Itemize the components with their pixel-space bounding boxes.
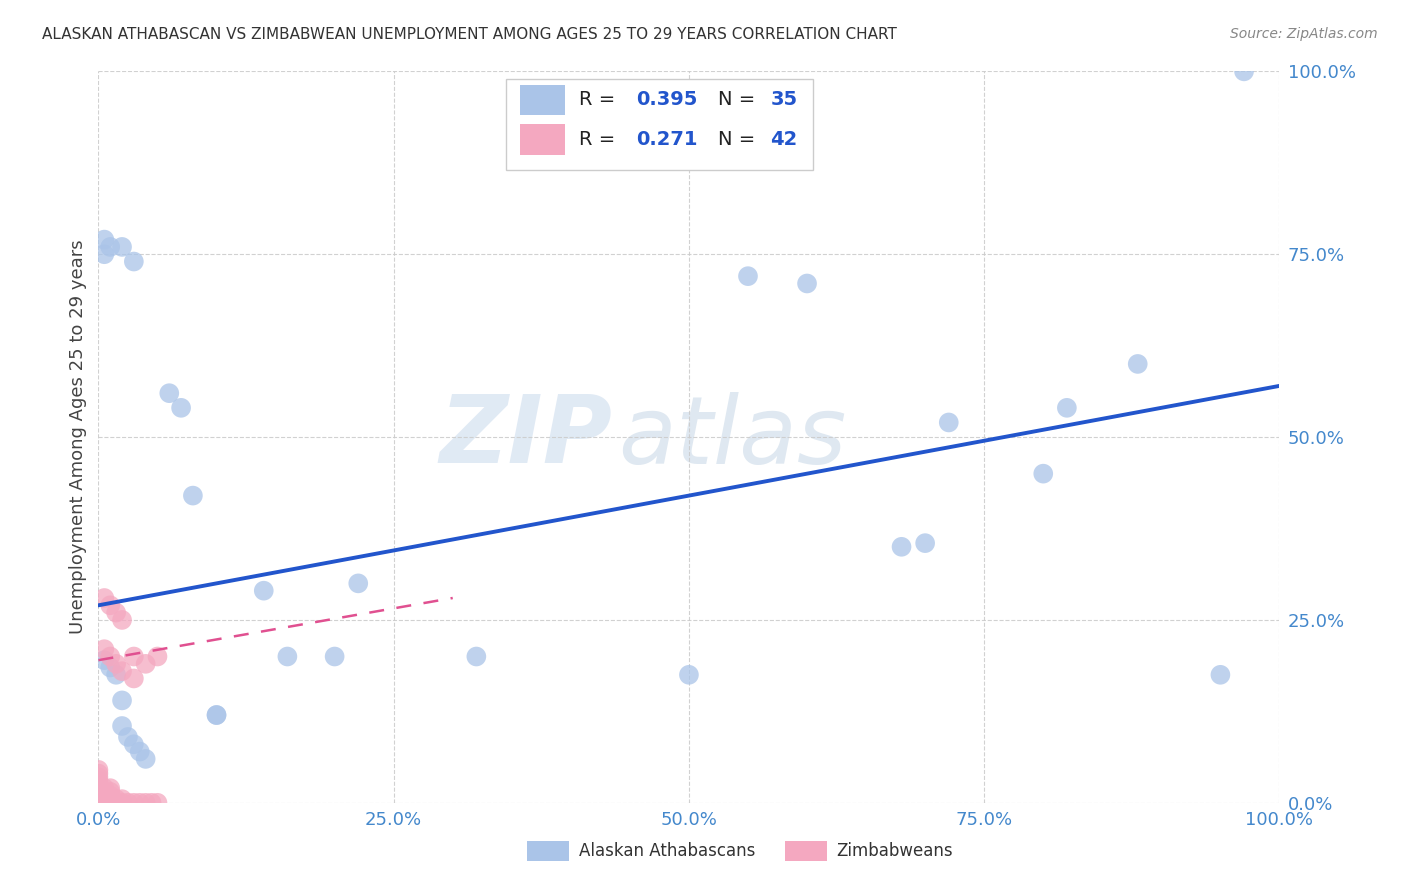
- Point: [135, 657, 157, 671]
- Point: [938, 416, 960, 430]
- Point: [105, 667, 128, 681]
- Point: [146, 649, 169, 664]
- Point: [93, 781, 115, 796]
- Text: R =: R =: [579, 130, 621, 149]
- Point: [128, 745, 150, 759]
- Point: [737, 269, 759, 284]
- Point: [135, 752, 157, 766]
- Point: [111, 796, 134, 810]
- Point: [111, 693, 134, 707]
- Point: [205, 708, 228, 723]
- Point: [111, 240, 134, 254]
- Point: [111, 613, 134, 627]
- Point: [122, 254, 145, 268]
- Point: [87, 773, 110, 788]
- Point: [914, 536, 936, 550]
- FancyBboxPatch shape: [506, 78, 813, 170]
- Point: [135, 796, 157, 810]
- Point: [93, 233, 115, 247]
- Text: N =: N =: [718, 90, 762, 110]
- Point: [87, 763, 110, 777]
- Text: R =: R =: [579, 90, 621, 110]
- Point: [93, 591, 115, 605]
- Point: [98, 781, 121, 796]
- Point: [105, 792, 128, 806]
- Point: [141, 796, 163, 810]
- Point: [98, 660, 121, 674]
- Point: [98, 599, 121, 613]
- Point: [93, 642, 115, 657]
- Point: [253, 583, 276, 598]
- Text: N =: N =: [718, 130, 762, 149]
- Text: 42: 42: [770, 130, 797, 149]
- Point: [87, 789, 110, 803]
- Point: [796, 277, 818, 291]
- Text: Source: ZipAtlas.com: Source: ZipAtlas.com: [1230, 27, 1378, 41]
- Point: [105, 657, 128, 671]
- Point: [87, 796, 110, 810]
- Point: [181, 489, 204, 503]
- Text: 0.395: 0.395: [636, 90, 697, 110]
- Point: [323, 649, 346, 664]
- Point: [276, 649, 298, 664]
- Text: 0.271: 0.271: [636, 130, 697, 149]
- Point: [122, 672, 145, 686]
- Point: [122, 737, 145, 751]
- Point: [105, 796, 128, 810]
- Point: [465, 649, 488, 664]
- FancyBboxPatch shape: [520, 124, 565, 154]
- Point: [205, 708, 228, 723]
- Point: [98, 792, 121, 806]
- Point: [157, 386, 180, 401]
- Point: [87, 781, 110, 796]
- Point: [98, 796, 121, 810]
- Point: [1032, 467, 1054, 481]
- Point: [678, 667, 700, 681]
- Point: [87, 785, 110, 799]
- Point: [122, 649, 145, 664]
- Point: [93, 247, 115, 261]
- Point: [146, 796, 169, 810]
- Point: [87, 778, 110, 792]
- Point: [93, 796, 115, 810]
- Text: Zimbabweans: Zimbabweans: [837, 842, 953, 860]
- Point: [87, 770, 110, 784]
- Point: [93, 792, 115, 806]
- Text: ZIP: ZIP: [439, 391, 612, 483]
- Point: [128, 796, 150, 810]
- Point: [93, 653, 115, 667]
- FancyBboxPatch shape: [520, 85, 565, 115]
- Point: [1056, 401, 1078, 415]
- Point: [98, 649, 121, 664]
- Point: [347, 576, 370, 591]
- Point: [87, 792, 110, 806]
- Point: [111, 792, 134, 806]
- Text: 35: 35: [770, 90, 797, 110]
- Point: [1233, 64, 1256, 78]
- Point: [117, 730, 139, 744]
- Point: [93, 785, 115, 799]
- Point: [122, 796, 145, 810]
- Point: [170, 401, 193, 415]
- Point: [1209, 667, 1232, 681]
- Point: [111, 719, 134, 733]
- Point: [117, 796, 139, 810]
- Text: ALASKAN ATHABASCAN VS ZIMBABWEAN UNEMPLOYMENT AMONG AGES 25 TO 29 YEARS CORRELAT: ALASKAN ATHABASCAN VS ZIMBABWEAN UNEMPLO…: [42, 27, 897, 42]
- Point: [1126, 357, 1149, 371]
- Point: [87, 766, 110, 780]
- Text: Alaskan Athabascans: Alaskan Athabascans: [579, 842, 755, 860]
- Point: [98, 240, 121, 254]
- Point: [98, 785, 121, 799]
- Y-axis label: Unemployment Among Ages 25 to 29 years: Unemployment Among Ages 25 to 29 years: [69, 240, 87, 634]
- Point: [111, 664, 134, 678]
- Text: atlas: atlas: [619, 392, 846, 483]
- Point: [98, 789, 121, 803]
- Point: [890, 540, 912, 554]
- Point: [93, 789, 115, 803]
- Point: [105, 606, 128, 620]
